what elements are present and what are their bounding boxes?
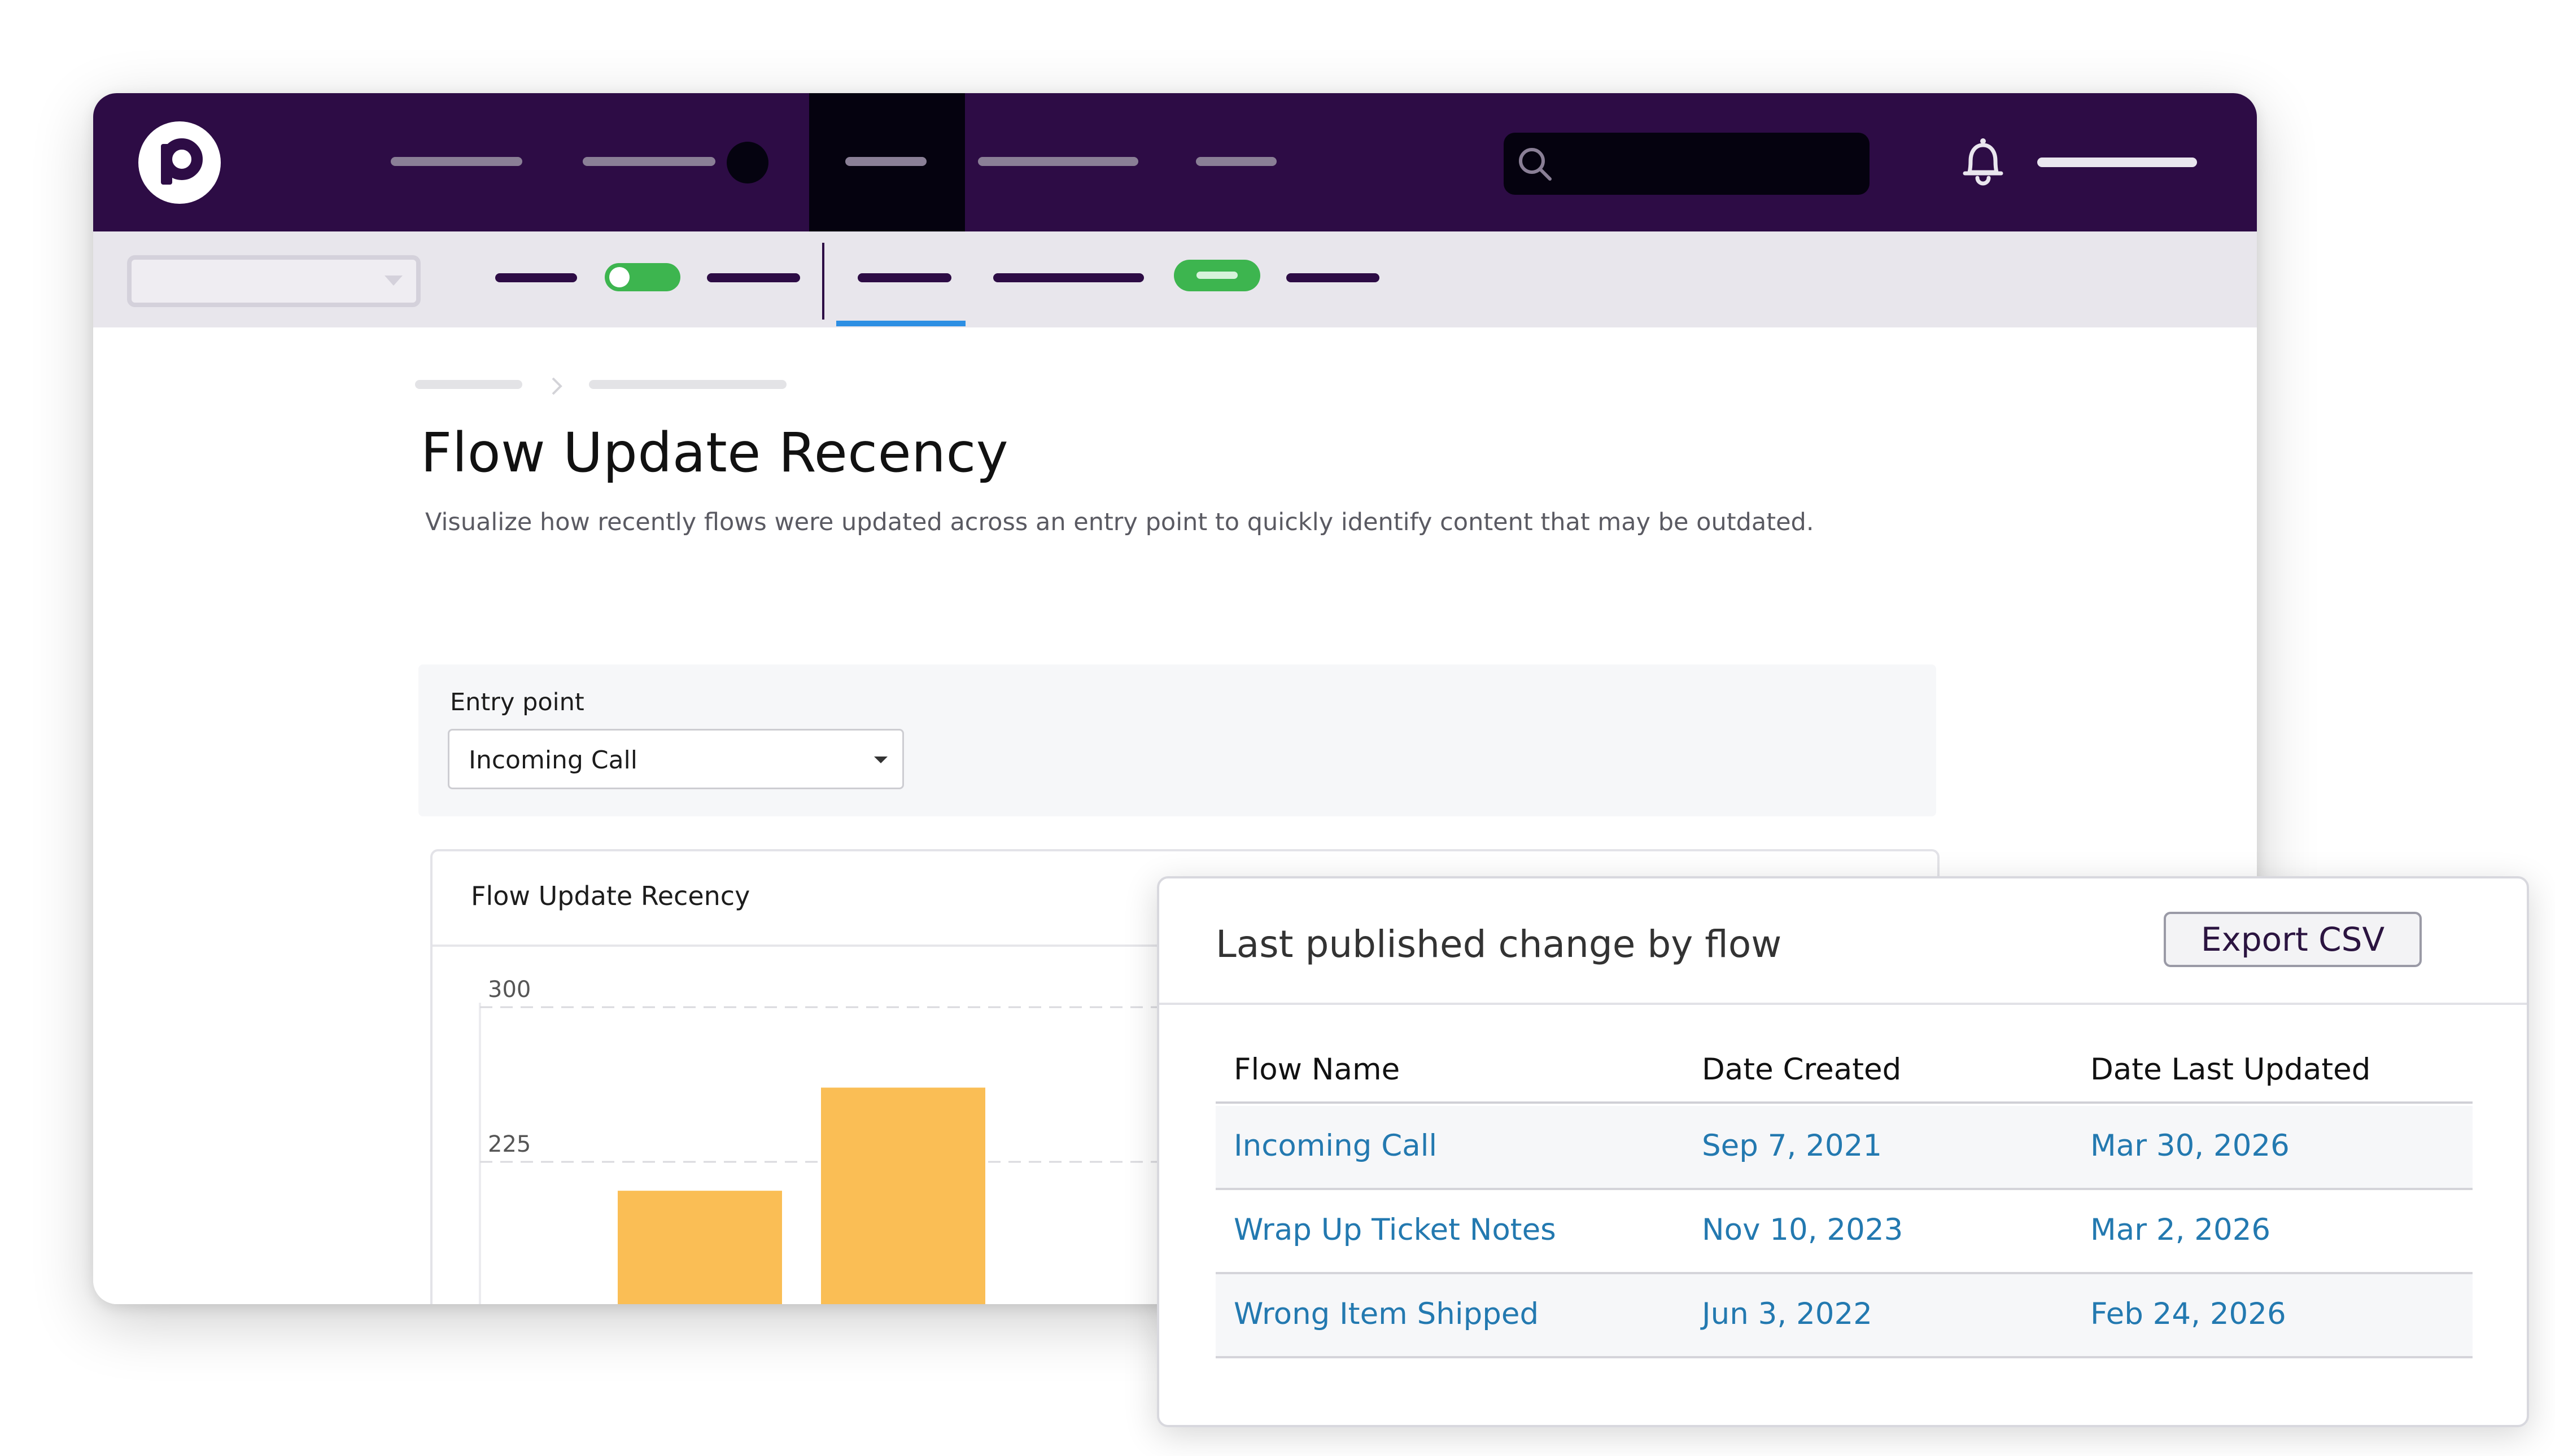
date-last-updated-link[interactable]: Mar 2, 2026 bbox=[2090, 1213, 2271, 1247]
workspace-select[interactable] bbox=[127, 255, 421, 307]
filter-panel: Entry point Incoming Call bbox=[418, 664, 1936, 816]
nav-item-4[interactable] bbox=[978, 157, 1138, 166]
y-tick-label: 225 bbox=[488, 1131, 531, 1157]
nav-status-dot bbox=[727, 142, 768, 183]
bar-chart: 225 300 bbox=[479, 977, 1942, 1304]
active-tab-underline bbox=[836, 321, 966, 326]
nav-item-2[interactable] bbox=[583, 157, 715, 166]
sub-nav-pill[interactable] bbox=[1174, 260, 1260, 291]
table-row: Wrap Up Ticket Notes Nov 10, 2023 Mar 2,… bbox=[1216, 1190, 2473, 1274]
flow-name-link[interactable]: Wrong Item Shipped bbox=[1234, 1297, 1539, 1331]
date-created-link[interactable]: Nov 10, 2023 bbox=[1702, 1213, 1903, 1247]
toggle-switch[interactable] bbox=[605, 263, 680, 291]
nav-item-active-label bbox=[845, 157, 927, 166]
table-row: Wrong Item Shipped Jun 3, 2022 Feb 24, 2… bbox=[1216, 1274, 2473, 1358]
popup-divider bbox=[1159, 1003, 2527, 1005]
export-csv-button[interactable]: Export CSV bbox=[2164, 912, 2422, 967]
table-header: Flow Name Date Created Date Last Updated bbox=[1216, 1048, 2473, 1104]
popup-title: Last published change by flow bbox=[1216, 922, 1782, 966]
last-published-popup: Last published change by flow Export CSV… bbox=[1157, 876, 2529, 1427]
sub-nav-item-4[interactable] bbox=[993, 273, 1144, 282]
column-header-date-last-updated[interactable]: Date Last Updated bbox=[2090, 1052, 2371, 1087]
entry-point-value: Incoming Call bbox=[469, 746, 637, 775]
entry-point-select[interactable]: Incoming Call bbox=[448, 729, 904, 789]
caret-down-icon bbox=[874, 757, 888, 763]
top-navigation-bar bbox=[93, 93, 2257, 231]
column-header-flow-name[interactable]: Flow Name bbox=[1234, 1052, 1400, 1087]
page-description: Visualize how recently flows were update… bbox=[425, 508, 1814, 536]
search-icon bbox=[1519, 148, 1552, 181]
chevron-down-icon bbox=[385, 276, 403, 286]
sub-nav-item-6[interactable] bbox=[1286, 273, 1379, 282]
sub-nav-item-2[interactable] bbox=[707, 273, 800, 282]
breadcrumb-item-2[interactable] bbox=[589, 380, 787, 389]
app-window: Flow Update Recency Visualize how recent… bbox=[93, 93, 2257, 1304]
bell-icon[interactable] bbox=[1962, 136, 2004, 187]
chevron-right-icon bbox=[552, 377, 562, 395]
logo-icon[interactable] bbox=[138, 121, 221, 204]
entry-point-label: Entry point bbox=[450, 688, 584, 716]
date-created-link[interactable]: Sep 7, 2021 bbox=[1702, 1129, 1883, 1163]
chart-bar[interactable] bbox=[821, 1087, 985, 1304]
nav-item-1[interactable] bbox=[391, 157, 522, 166]
date-last-updated-link[interactable]: Feb 24, 2026 bbox=[2090, 1297, 2286, 1331]
sub-nav-divider bbox=[822, 243, 824, 320]
sub-nav-item-1[interactable] bbox=[495, 273, 577, 282]
column-header-date-created[interactable]: Date Created bbox=[1702, 1052, 1902, 1087]
flow-name-link[interactable]: Incoming Call bbox=[1234, 1129, 1438, 1163]
chart-bar[interactable] bbox=[618, 1191, 782, 1304]
chart-card-title: Flow Update Recency bbox=[471, 881, 750, 911]
page-title: Flow Update Recency bbox=[421, 421, 1009, 484]
date-created-link[interactable]: Jun 3, 2022 bbox=[1702, 1297, 1872, 1331]
sub-nav-item-active[interactable] bbox=[858, 273, 951, 282]
y-tick-label: 300 bbox=[488, 977, 531, 1003]
nav-item-5[interactable] bbox=[1196, 157, 1277, 166]
table-row: Incoming Call Sep 7, 2021 Mar 30, 2026 bbox=[1216, 1106, 2473, 1190]
flow-name-link[interactable]: Wrap Up Ticket Notes bbox=[1234, 1213, 1556, 1247]
search-input[interactable] bbox=[1504, 133, 1870, 195]
sub-nav-pill-label bbox=[1196, 272, 1238, 279]
user-menu[interactable] bbox=[2037, 158, 2197, 167]
toggle-knob bbox=[609, 267, 630, 287]
breadcrumb-item-1[interactable] bbox=[415, 380, 522, 389]
sub-navigation-bar bbox=[93, 231, 2257, 327]
date-last-updated-link[interactable]: Mar 30, 2026 bbox=[2090, 1129, 2290, 1163]
